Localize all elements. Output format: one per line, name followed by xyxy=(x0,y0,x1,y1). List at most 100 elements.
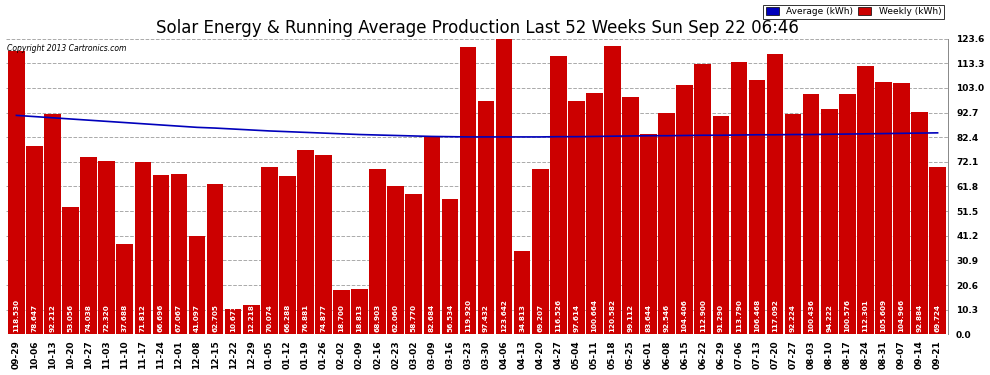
Bar xyxy=(369,170,386,334)
Text: 53.056: 53.056 xyxy=(67,304,73,332)
Text: 62.705: 62.705 xyxy=(212,304,218,332)
Text: 56.534: 56.534 xyxy=(446,304,452,332)
Bar xyxy=(98,161,115,334)
Bar xyxy=(694,64,711,334)
Text: 66.288: 66.288 xyxy=(284,304,290,332)
Bar xyxy=(261,166,277,334)
Bar xyxy=(911,112,928,334)
Text: 117.092: 117.092 xyxy=(772,299,778,332)
Text: 74.877: 74.877 xyxy=(321,304,327,332)
Text: 99.112: 99.112 xyxy=(628,304,634,332)
Text: 69.724: 69.724 xyxy=(935,304,940,332)
Text: 74.038: 74.038 xyxy=(86,304,92,332)
Bar xyxy=(442,199,458,334)
Text: 113.790: 113.790 xyxy=(736,299,742,332)
Text: 78.647: 78.647 xyxy=(32,304,38,332)
Text: 105.609: 105.609 xyxy=(880,299,886,332)
Text: 37.688: 37.688 xyxy=(122,304,128,332)
Bar xyxy=(641,134,657,334)
Bar xyxy=(514,251,531,334)
Text: 18.813: 18.813 xyxy=(356,304,362,332)
Text: 82.684: 82.684 xyxy=(429,304,435,332)
Text: 123.642: 123.642 xyxy=(501,299,507,332)
Text: 41.097: 41.097 xyxy=(194,304,200,332)
Text: 83.644: 83.644 xyxy=(645,304,651,332)
Text: 116.526: 116.526 xyxy=(555,299,561,332)
Text: 34.813: 34.813 xyxy=(519,304,525,332)
Bar xyxy=(207,184,224,334)
Text: 58.770: 58.770 xyxy=(411,304,417,332)
Bar xyxy=(387,186,404,334)
Text: 100.576: 100.576 xyxy=(844,299,850,332)
Text: 118.530: 118.530 xyxy=(14,299,20,332)
Text: 66.696: 66.696 xyxy=(157,303,164,332)
Text: 97.614: 97.614 xyxy=(573,304,579,332)
Text: 92.224: 92.224 xyxy=(790,304,796,332)
Bar xyxy=(713,116,730,334)
Text: 71.812: 71.812 xyxy=(140,304,146,332)
Text: 72.320: 72.320 xyxy=(104,304,110,332)
Bar xyxy=(658,113,675,334)
Text: 104.966: 104.966 xyxy=(899,299,905,332)
Bar xyxy=(315,155,332,334)
Text: 112.301: 112.301 xyxy=(862,299,868,332)
Text: 97.432: 97.432 xyxy=(483,304,489,332)
Text: Copyright 2013 Cartronics.com: Copyright 2013 Cartronics.com xyxy=(8,45,127,54)
Title: Solar Energy & Running Average Production Last 52 Weeks Sun Sep 22 06:46: Solar Energy & Running Average Productio… xyxy=(155,19,798,37)
Bar xyxy=(857,66,873,335)
Bar xyxy=(496,39,513,334)
Bar xyxy=(351,289,368,334)
Legend: Average (kWh), Weekly (kWh): Average (kWh), Weekly (kWh) xyxy=(763,4,943,19)
Bar xyxy=(243,305,259,334)
Bar xyxy=(893,83,910,334)
Bar xyxy=(785,114,801,334)
Text: 76.881: 76.881 xyxy=(302,304,309,332)
Text: 112.900: 112.900 xyxy=(700,299,706,332)
Bar xyxy=(279,176,296,334)
Text: 100.436: 100.436 xyxy=(808,299,814,332)
Bar xyxy=(80,157,97,334)
Bar xyxy=(170,174,187,334)
Text: 106.468: 106.468 xyxy=(754,299,760,332)
Text: 120.582: 120.582 xyxy=(610,299,616,332)
Bar xyxy=(586,93,603,334)
Bar xyxy=(623,97,639,334)
Bar xyxy=(424,136,441,334)
Text: 92.884: 92.884 xyxy=(917,304,923,332)
Text: 67.067: 67.067 xyxy=(176,304,182,332)
Text: 62.060: 62.060 xyxy=(393,304,399,332)
Bar xyxy=(62,207,79,334)
Text: 119.920: 119.920 xyxy=(465,299,471,332)
Text: 92.546: 92.546 xyxy=(663,304,669,332)
Bar xyxy=(731,62,747,334)
Text: 68.903: 68.903 xyxy=(374,304,380,332)
Bar xyxy=(839,94,855,334)
Text: 12.218: 12.218 xyxy=(248,304,254,332)
Bar xyxy=(152,175,169,334)
Text: 18.700: 18.700 xyxy=(339,304,345,332)
Bar xyxy=(45,114,60,334)
Bar xyxy=(225,309,242,334)
Text: 92.212: 92.212 xyxy=(50,304,55,332)
Bar xyxy=(26,146,43,334)
Bar xyxy=(676,84,693,334)
Bar xyxy=(334,290,349,334)
Text: 10.671: 10.671 xyxy=(230,304,237,332)
Bar xyxy=(478,101,494,334)
Bar xyxy=(8,51,25,334)
Bar xyxy=(821,109,838,334)
Text: 91.290: 91.290 xyxy=(718,304,724,332)
Bar xyxy=(550,56,566,334)
Bar xyxy=(117,244,133,334)
Bar xyxy=(748,80,765,334)
Bar xyxy=(604,46,621,334)
Bar xyxy=(930,168,945,334)
Text: 94.222: 94.222 xyxy=(827,304,833,332)
Bar xyxy=(297,150,314,334)
Bar xyxy=(766,54,783,334)
Text: 104.406: 104.406 xyxy=(682,299,688,332)
Bar xyxy=(875,82,892,334)
Bar xyxy=(406,194,422,334)
Text: 100.664: 100.664 xyxy=(591,299,597,332)
Bar xyxy=(459,47,476,334)
